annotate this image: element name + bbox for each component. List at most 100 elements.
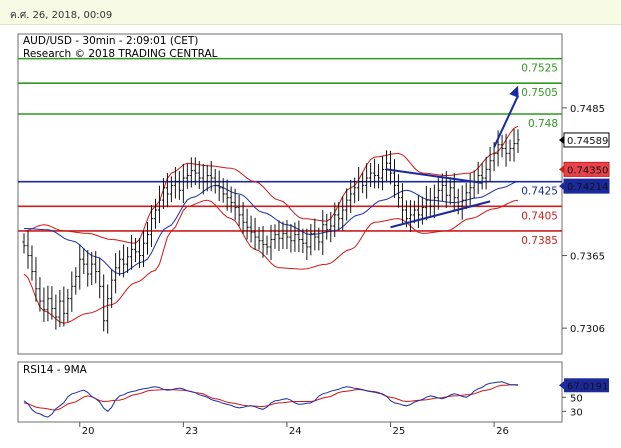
price-tag-label: 0.74589 — [567, 136, 608, 147]
ohlc-bar — [333, 202, 337, 238]
ohlc-bar — [137, 238, 142, 268]
ohlc-bar — [500, 134, 504, 158]
rsi-value-pointer — [559, 381, 564, 390]
ohlc-bar — [285, 219, 289, 250]
ohlc-bar — [90, 251, 94, 285]
ohlc-bar — [209, 160, 213, 192]
ohlc-bar — [265, 235, 269, 255]
rsi-line — [23, 381, 519, 418]
ohlc-bar — [94, 251, 98, 284]
ohlc-bar — [293, 222, 297, 252]
ohlc-bar — [149, 204, 154, 248]
top-bar: ค.ศ. 26, 2018, 00:09 — [0, 0, 621, 25]
ohlc-bar — [412, 200, 417, 224]
y-tick-label: 0.7365 — [570, 252, 605, 263]
ohlc-bar — [165, 173, 170, 208]
y-tick-label: 0.7485 — [570, 104, 605, 115]
ohlc-bar — [197, 160, 201, 189]
price-tag-label: 0.74350 — [567, 165, 608, 176]
ohlc-bar — [269, 224, 273, 261]
rsi-label: RSI14 - 9MA — [23, 364, 88, 376]
ohlc-bar — [309, 224, 313, 256]
ohlc-bar — [237, 194, 241, 227]
rsi-value-label: 67.0191 — [567, 381, 608, 392]
rsi-tick-label: 50 — [570, 393, 583, 404]
chart-subtitle: Research © 2018 TRADING CENTRAL — [23, 48, 218, 60]
ohlc-bar — [464, 182, 468, 210]
ohlc-bar — [70, 271, 74, 312]
ohlc-bar — [480, 162, 484, 190]
ohlc-bar — [54, 294, 58, 330]
ohlc-bar — [58, 290, 62, 328]
ohlc-bar — [349, 179, 353, 214]
level-label-5: 0.7405 — [521, 210, 558, 222]
ohlc-bar — [329, 212, 333, 243]
ohlc-bar — [102, 274, 106, 332]
ohlc-bar — [157, 185, 162, 224]
x-tick-label: 26 — [496, 426, 509, 437]
ohlc-bar — [317, 227, 321, 251]
ohlc-bar — [193, 157, 197, 185]
ohlc-bar — [325, 213, 329, 240]
level-label-2: 0.7505 — [521, 87, 558, 99]
ohlc-bar — [221, 178, 225, 203]
rsi-panel: RSI14 - 9MA — [17, 361, 563, 423]
ohlc-bar — [380, 155, 385, 191]
ohlc-bar — [161, 178, 166, 209]
ohlc-bar — [98, 258, 102, 299]
ohlc-bar — [38, 277, 42, 312]
moving-average-line — [23, 181, 519, 275]
ohlc-bar — [384, 150, 389, 181]
ohlc-bar — [345, 188, 349, 221]
ohlc-bar — [22, 233, 26, 254]
upper-band-line — [23, 125, 519, 244]
ohlc-bar — [78, 244, 82, 290]
ohlc-bar — [189, 157, 193, 188]
price-tag-label: 0.74214 — [567, 182, 608, 193]
rsi-panel-frame — [17, 361, 563, 423]
ohlc-bar — [66, 289, 70, 322]
price-panel-frame — [17, 33, 563, 355]
ohlc-bar — [62, 286, 66, 327]
ohlc-bar — [257, 227, 261, 250]
y-tick-label: 0.7306 — [570, 324, 605, 335]
x-tick-label: 23 — [185, 426, 198, 437]
ohlc-bar — [432, 184, 436, 219]
ohlc-bar — [376, 163, 381, 189]
ohlc-bar — [181, 163, 185, 204]
ohlc-bar — [512, 128, 516, 162]
ohlc-bar — [110, 269, 114, 309]
timestamp: ค.ศ. 26, 2018, 00:09 — [10, 10, 113, 21]
rsi-value-tag — [564, 378, 609, 393]
ohlc-bar — [225, 179, 229, 211]
ohlc-bar — [253, 217, 257, 251]
ohlc-bar — [321, 210, 325, 256]
ohlc-bar — [468, 173, 472, 206]
ohlc-bar — [233, 188, 237, 220]
ohlc-bar — [341, 196, 345, 231]
ohlc-bar — [177, 171, 181, 200]
ohlc-bar — [361, 172, 365, 194]
forecast-arrow-head — [509, 85, 519, 98]
ohlc-bar — [508, 139, 512, 162]
ohlc-bar — [365, 163, 369, 199]
ohlc-bar — [448, 177, 452, 205]
triangle-upper-line — [386, 168, 483, 184]
ohlc-bar — [408, 200, 413, 232]
level-label-3: 0.748 — [528, 118, 558, 130]
price-tag-pointer — [559, 135, 564, 144]
ohlc-bar — [372, 158, 377, 189]
ohlc-bar — [46, 285, 50, 322]
rsi-ma-line — [23, 384, 519, 411]
ohlc-bar — [436, 176, 440, 210]
level-label-6: 0.7385 — [521, 235, 558, 247]
ohlc-bar — [145, 222, 150, 255]
ohlc-bar — [277, 220, 281, 252]
level-label-1: 0.7525 — [521, 63, 558, 75]
ohlc-bar — [106, 284, 110, 334]
price-tag-pointer — [559, 165, 564, 174]
ohlc-bar — [34, 257, 38, 302]
ohlc-bar — [125, 246, 130, 274]
ohlc-bar — [261, 226, 265, 258]
